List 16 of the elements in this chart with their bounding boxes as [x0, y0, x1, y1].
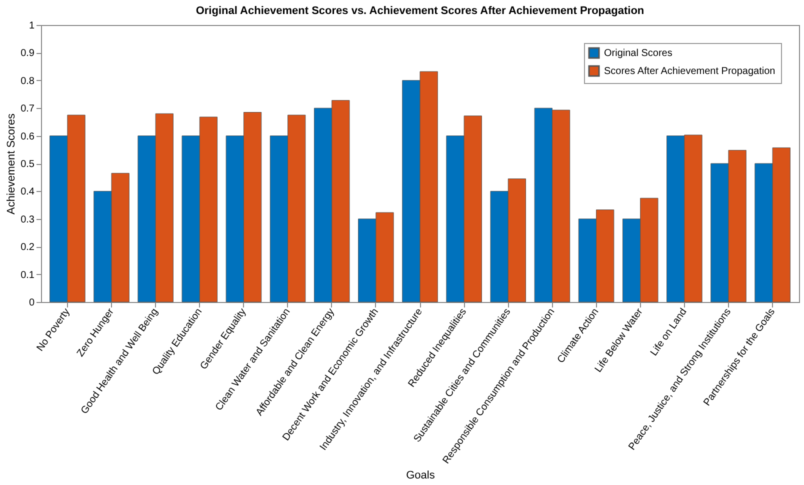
- y-tick-label: 0: [28, 298, 35, 308]
- y-tick-label: 1: [28, 20, 35, 32]
- y-tick-label: 0.6: [20, 131, 35, 142]
- chart-title: Original Achievement Scores vs. Achievement Scores After Achievement Propagation: [196, 5, 644, 17]
- y-axis-title: Achievement Scores: [6, 113, 18, 214]
- y-tick-label: 0.7: [20, 104, 35, 115]
- y-tick-label: 0.8: [20, 76, 35, 87]
- y-tick-label: 0.1: [20, 270, 35, 281]
- y-tick-label: 0.9: [20, 48, 35, 60]
- y-tick-label: 0.2: [20, 242, 35, 254]
- x-axis-title: Goals: [406, 469, 436, 482]
- y-tick-label: 0.3: [20, 214, 35, 226]
- legend-label: Original Scores: [604, 48, 672, 59]
- legend-label: Scores After Achievement Propagation: [604, 66, 776, 77]
- y-tick-label: 0.5: [20, 159, 35, 170]
- y-tick-label: 0.4: [20, 186, 35, 198]
